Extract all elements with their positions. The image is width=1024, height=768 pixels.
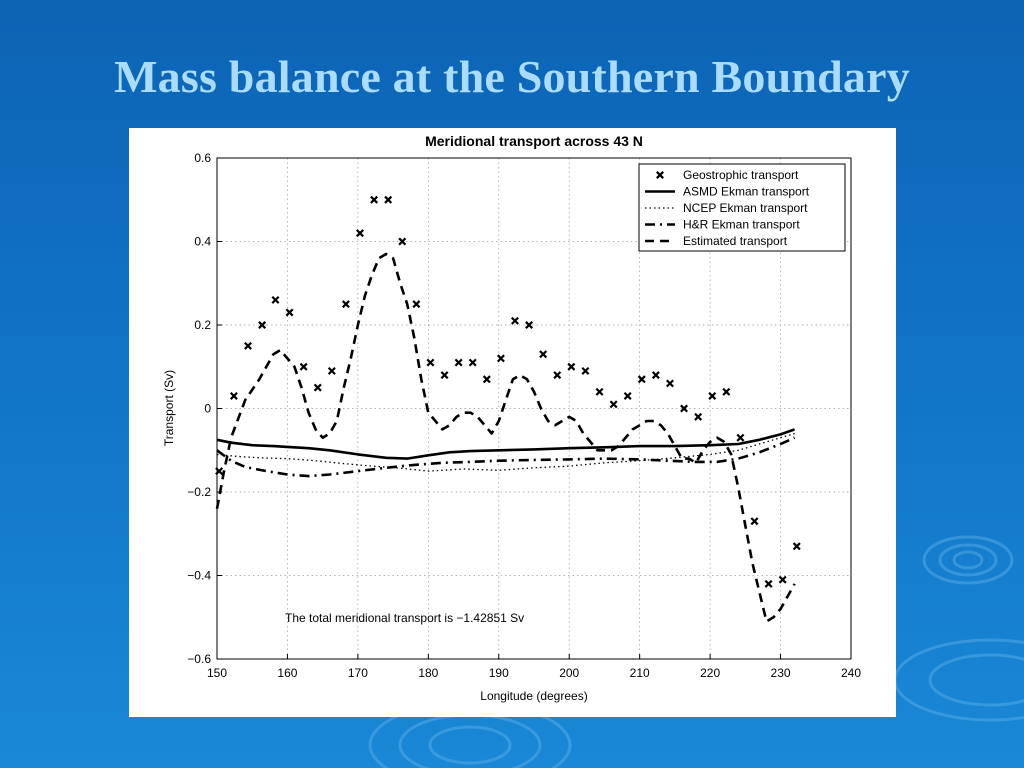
geostrophic-point <box>567 362 576 371</box>
series-line <box>215 252 796 623</box>
geostrophic-point <box>440 371 449 380</box>
legend-label: NCEP Ekman transport <box>683 201 808 215</box>
geostrophic-point <box>525 321 534 329</box>
geostrophic-point <box>271 295 280 304</box>
geostrophic-point <box>694 412 703 421</box>
plot-frame <box>216 157 852 660</box>
geostrophic-point <box>764 579 773 588</box>
legend-item-estimated-transport: Estimated transport <box>645 234 788 248</box>
geostrophic-point <box>778 575 787 584</box>
series-geostrophic-transport <box>215 195 801 588</box>
geostrophic-point <box>412 300 421 309</box>
legend-item-asmd-ekman-transport: ASMD Ekman transport <box>645 185 810 199</box>
geostrophic-point <box>258 321 267 329</box>
series-layer <box>215 195 801 623</box>
series-line <box>216 436 796 478</box>
slide-title: Mass balance at the Southern Boundary <box>114 51 910 102</box>
y-tick-label: 0.4 <box>194 235 211 249</box>
x-tick-labels: 150 160 170 180 190 200 210 220 230 240 <box>207 666 861 680</box>
y-tick-label: 0.2 <box>194 318 211 332</box>
geostrophic-point <box>356 229 364 238</box>
chart-figure: Meridional transport across 43 N 150 160 1… <box>129 128 896 717</box>
geostrophic-point <box>454 358 463 367</box>
legend-item-geostrophic-transport: Geostrophic transport <box>656 168 799 182</box>
y-tick-label: 0 <box>204 402 211 416</box>
geostrophic-point <box>229 391 238 400</box>
geostrophic-point <box>637 375 646 384</box>
y-tick-label: −0.2 <box>187 485 211 499</box>
geostrophic-point <box>398 237 407 246</box>
legend-label: Geostrophic transport <box>683 168 799 182</box>
y-tick-label: −0.6 <box>187 652 211 666</box>
legend-label: Estimated transport <box>683 234 788 248</box>
geostrophic-point <box>708 391 717 400</box>
x-tick-label: 230 <box>771 666 791 680</box>
legend-item-ncep-ekman-transport: NCEP Ekman transport <box>645 201 808 215</box>
geostrophic-point <box>327 366 336 375</box>
geostrophic-point <box>792 542 801 551</box>
geostrophic-point <box>651 371 660 380</box>
geostrophic-point <box>581 366 590 375</box>
y-axis-label: Transport (Sv) <box>162 370 176 446</box>
x-tick-label: 180 <box>418 666 438 680</box>
y-tick-label: 0.6 <box>194 151 211 165</box>
x-tick-label: 220 <box>700 666 720 680</box>
legend: Geostrophic transport ASMD Ekman transpor… <box>638 163 846 252</box>
chart-title: Meridional transport across 43 N <box>425 133 643 149</box>
series-line <box>216 432 795 472</box>
x-axis-label: Longitude (degrees) <box>480 689 587 703</box>
y-tick-label: −0.4 <box>187 569 211 583</box>
geostrophic-point <box>299 362 308 371</box>
x-tick-label: 170 <box>348 666 368 680</box>
legend-item-h-r-ekman-transport: H&R Ekman transport <box>645 218 800 232</box>
geostrophic-point <box>539 350 548 359</box>
geostrophic-point <box>511 316 519 325</box>
y-tick-labels: 0.6 0.4 0.2 0 −0.2 −0.4 −0.6 <box>187 151 211 666</box>
geostrophic-point <box>595 387 604 396</box>
x-tick-label: 150 <box>207 666 227 680</box>
series-ncep-ekman-transport <box>216 432 795 472</box>
geostrophic-point <box>384 195 393 204</box>
legend-marker <box>656 171 664 179</box>
geostrophic-point <box>370 195 379 204</box>
series-h-r-ekman-transport <box>216 436 796 478</box>
geostrophic-point <box>482 375 491 384</box>
geostrophic-point <box>623 391 632 400</box>
geostrophic-point <box>341 300 350 309</box>
geostrophic-point <box>736 433 745 442</box>
series-line <box>216 428 796 460</box>
series-asmd-ekman-transport <box>216 428 796 460</box>
legend-label: H&R Ekman transport <box>683 218 800 232</box>
geostrophic-point <box>609 400 618 409</box>
geostrophic-point <box>553 371 562 380</box>
series-estimated-transport <box>215 252 796 623</box>
transport-chart: Meridional transport across 43 N 150 160 1… <box>162 133 861 703</box>
x-tick-label: 210 <box>630 666 650 680</box>
geostrophic-point <box>680 404 689 413</box>
annotation-text: The total meridional transport is −1.428… <box>285 611 524 625</box>
geostrophic-point <box>496 354 505 363</box>
legend-label: ASMD Ekman transport <box>683 185 810 199</box>
geostrophic-point <box>426 358 435 367</box>
x-tick-label: 240 <box>841 666 861 680</box>
geostrophic-point <box>244 341 252 350</box>
x-tick-label: 190 <box>489 666 509 680</box>
x-tick-label: 160 <box>277 666 297 680</box>
legend-items: Geostrophic transport ASMD Ekman transpor… <box>645 168 810 248</box>
geostrophic-point <box>665 379 674 388</box>
geostrophic-point <box>285 308 294 317</box>
geostrophic-point <box>313 383 322 392</box>
x-tick-label: 200 <box>559 666 579 680</box>
geostrophic-point <box>750 517 759 526</box>
geostrophic-point <box>722 387 731 396</box>
geostrophic-point <box>468 358 477 367</box>
